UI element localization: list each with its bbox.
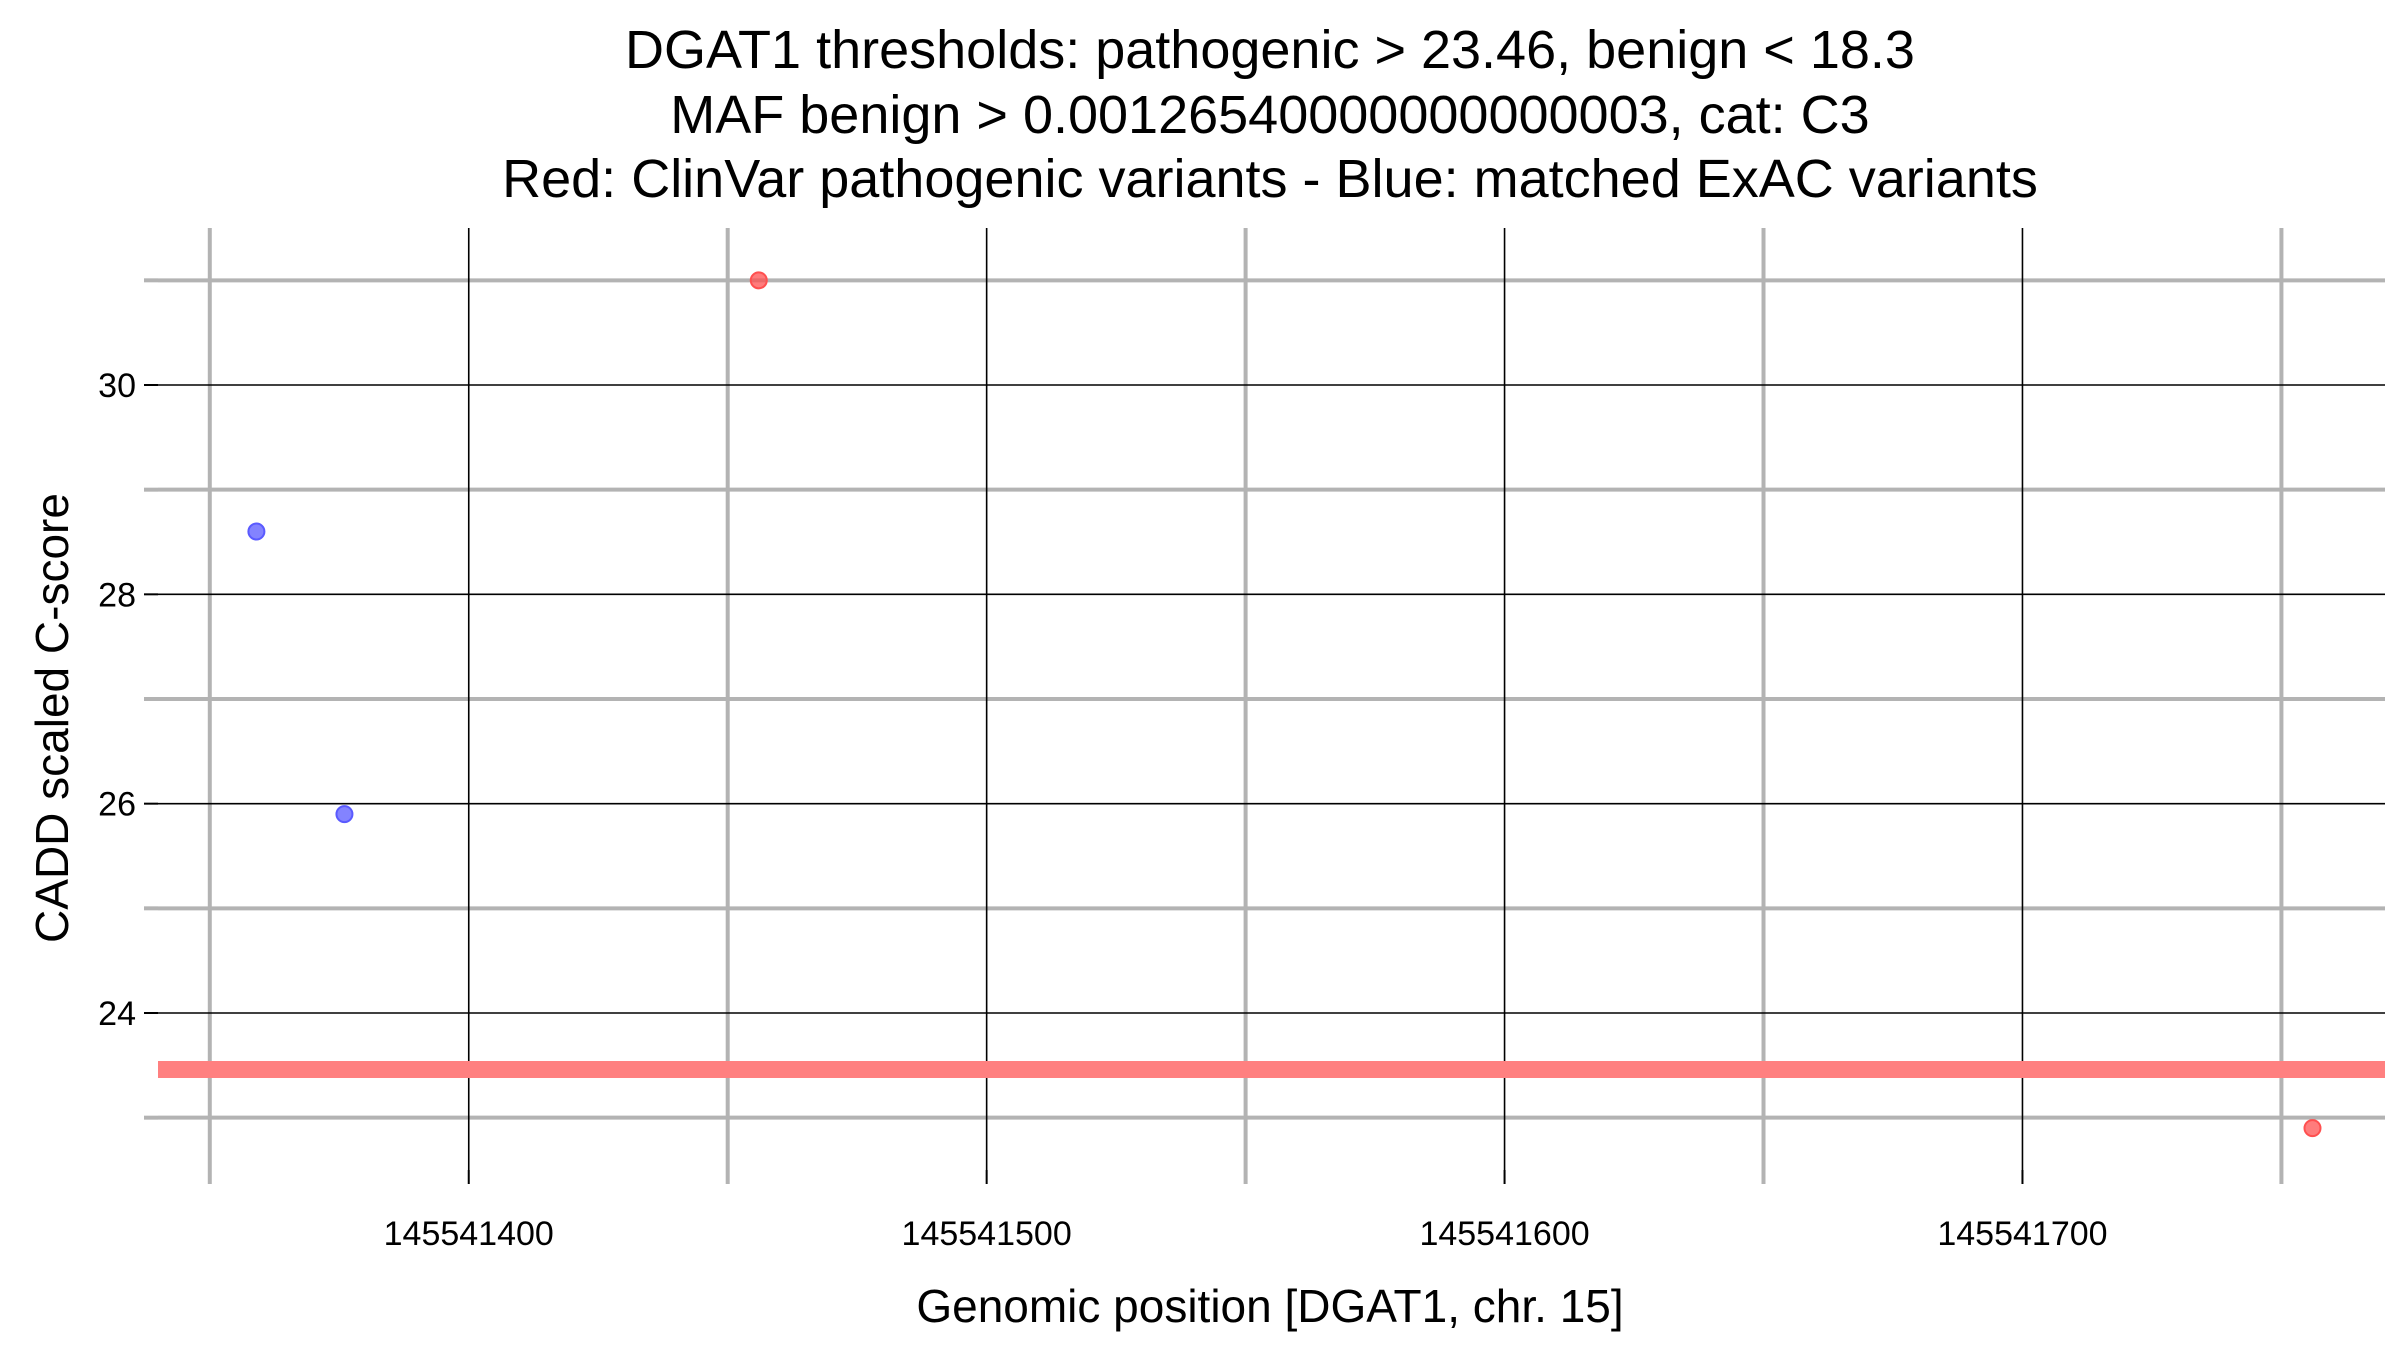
y-tick-label: 24 <box>98 995 136 1033</box>
major-gridlines <box>158 228 2385 1170</box>
title-line-3: Red: ClinVar pathogenic variants - Blue:… <box>502 149 2038 209</box>
y-tick-label: 28 <box>98 576 136 614</box>
tick-labels: 145541400 145541500 145541600 145541700 24 26… <box>98 367 2107 1253</box>
exac-matched-point <box>247 522 266 541</box>
chart-title: DGAT1 thresholds: pathogenic > 23.46, be… <box>502 20 2038 209</box>
axis-ticks <box>144 278 2284 1184</box>
x-axis-title: Genomic position [DGAT1, chr. 15] <box>916 1280 1623 1332</box>
y-tick-label: 26 <box>98 786 136 824</box>
minor-gridlines <box>158 228 2385 1170</box>
x-tick-label: 145541400 <box>384 1215 554 1253</box>
title-line-2: MAF benign > 0.00126540000000000003, cat… <box>670 85 1869 145</box>
y-tick-label: 30 <box>98 367 136 405</box>
x-tick-label: 145541700 <box>1937 1215 2107 1253</box>
clinvar-pathogenic-point <box>2303 1119 2322 1138</box>
title-line-1: DGAT1 thresholds: pathogenic > 23.46, be… <box>625 20 1915 80</box>
y-axis-title: CADD scaled C-score <box>26 493 78 943</box>
data-points <box>247 271 2322 1138</box>
exac-matched-point <box>335 805 354 824</box>
x-tick-label: 145541500 <box>902 1215 1072 1253</box>
x-tick-label: 145541600 <box>1419 1215 1589 1253</box>
clinvar-pathogenic-point <box>749 271 768 290</box>
